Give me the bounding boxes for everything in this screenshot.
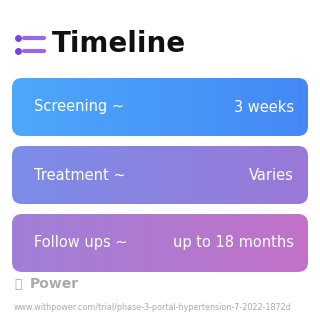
Text: Treatment ~: Treatment ~	[34, 167, 126, 182]
Text: up to 18 months: up to 18 months	[173, 235, 294, 250]
Text: Follow ups ~: Follow ups ~	[34, 235, 128, 250]
Text: Varies: Varies	[249, 167, 294, 182]
FancyBboxPatch shape	[12, 146, 308, 204]
Text: Power: Power	[30, 277, 79, 291]
FancyBboxPatch shape	[12, 214, 308, 272]
Text: www.withpower.com/trial/phase-3-portal-hypertension-7-2022-1872d: www.withpower.com/trial/phase-3-portal-h…	[14, 303, 292, 313]
Text: Screening ~: Screening ~	[34, 99, 124, 114]
Text: 3 weeks: 3 weeks	[234, 99, 294, 114]
Text: ഠ: ഠ	[14, 278, 21, 290]
FancyBboxPatch shape	[12, 78, 308, 136]
Text: Timeline: Timeline	[52, 30, 186, 58]
